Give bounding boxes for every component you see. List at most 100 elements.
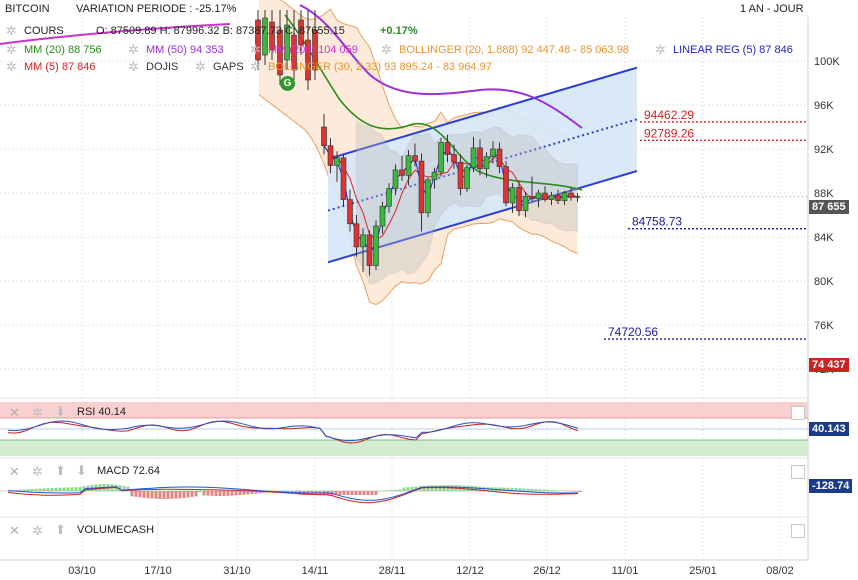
candle-body xyxy=(327,145,334,166)
macd-histogram-bar xyxy=(518,488,522,491)
candle-body xyxy=(366,234,373,266)
mm5-line xyxy=(323,145,578,241)
macd-histogram-bar xyxy=(150,491,154,499)
macd-histogram-bar xyxy=(246,491,250,495)
macd-histogram-bar xyxy=(38,488,42,491)
macd-histogram-bar xyxy=(282,491,286,493)
gear-icon[interactable]: ✲ xyxy=(381,42,392,57)
macd-histogram-bar xyxy=(230,491,234,496)
close-icon[interactable]: ✕ xyxy=(9,523,20,538)
macd-signal-line xyxy=(7,486,579,504)
candle-body xyxy=(340,157,347,200)
gear-icon[interactable]: ✲ xyxy=(655,42,666,57)
macd-histogram-bar xyxy=(154,491,158,499)
indicator-legend-6[interactable]: DOJIS xyxy=(146,61,179,73)
candle-body xyxy=(574,196,581,198)
gear-icon[interactable]: ✲ xyxy=(128,59,139,74)
macd-histogram-bar xyxy=(14,489,18,491)
macd-histogram-bar xyxy=(138,491,142,498)
indicator-legend-4[interactable]: LINEAR REG (5) 87 846 xyxy=(673,44,793,56)
macd-histogram-bar xyxy=(354,491,358,495)
gear-icon[interactable]: ✲ xyxy=(32,464,43,479)
macd-histogram-bar xyxy=(554,490,558,491)
macd-histogram-bar xyxy=(466,485,470,491)
symbol-label: BITCOIN xyxy=(5,3,50,15)
indicator-legend-7[interactable]: GAPS xyxy=(213,61,244,73)
gear-icon[interactable]: ✲ xyxy=(195,59,206,74)
close-icon[interactable]: ✕ xyxy=(9,464,20,479)
indicator-legend-2[interactable]: MM (200) 104 059 xyxy=(268,44,358,56)
rsi-line xyxy=(7,420,579,442)
candle-body xyxy=(312,29,318,71)
candle-body xyxy=(522,196,529,211)
indicator-legend-0[interactable]: MM (20) 88 756 xyxy=(24,44,102,56)
rsi-overbought-zone xyxy=(0,402,808,418)
macd-checkbox[interactable] xyxy=(791,465,805,479)
arrow-down-icon[interactable]: ⬇ xyxy=(55,404,66,419)
close-icon[interactable]: ✕ xyxy=(9,405,20,420)
macd-histogram-bar xyxy=(242,491,246,495)
cours-label[interactable]: COURS xyxy=(24,25,64,37)
macd-histogram-bar xyxy=(502,487,506,491)
x-tick-label: 11/01 xyxy=(612,565,639,577)
signal-marker[interactable]: G xyxy=(280,76,295,91)
gear-icon[interactable]: ✲ xyxy=(32,523,43,538)
gear-icon[interactable]: ✲ xyxy=(250,59,261,74)
candle-body xyxy=(503,166,509,204)
macd-histogram-bar xyxy=(550,490,554,491)
x-tick-label: 26/12 xyxy=(533,565,561,577)
gear-icon[interactable]: ✲ xyxy=(32,405,43,420)
macd-histogram-bar xyxy=(198,491,202,492)
macd-histogram-bar xyxy=(530,488,534,491)
macd-histogram-bar xyxy=(394,489,398,491)
indicator-legend-1[interactable]: MM (50) 94 353 xyxy=(146,44,224,56)
candle-body xyxy=(509,187,516,204)
candle-body xyxy=(535,192,542,199)
macd-histogram-bar xyxy=(30,488,34,491)
macd-histogram-bar xyxy=(202,491,206,496)
macd-histogram-bar xyxy=(342,491,346,495)
macd-histogram-bar xyxy=(366,491,370,495)
macd-histogram-bar xyxy=(18,489,22,491)
macd-histogram-bar xyxy=(58,487,62,491)
indicator-legend-8[interactable]: BOLLINGER (30, 2.33) 93 895.24 - 83 964.… xyxy=(268,61,492,73)
candle-body xyxy=(386,188,392,207)
level-price-tag: 74 437 xyxy=(809,358,849,372)
volume-checkbox[interactable] xyxy=(791,524,805,538)
arrow-down-icon[interactable]: ⬇ xyxy=(76,463,87,478)
candle-body xyxy=(379,205,386,227)
macd-histogram-bar xyxy=(290,491,294,493)
macd-histogram-bar xyxy=(414,486,418,491)
gear-icon[interactable]: ✲ xyxy=(128,42,139,57)
arrow-up-icon[interactable]: ⬆ xyxy=(55,463,66,478)
indicator-legend-3[interactable]: BOLLINGER (20, 1.888) 92 447.48 - 85 063… xyxy=(399,44,629,56)
indicator-legend-5[interactable]: MM (5) 87 846 xyxy=(24,61,96,73)
macd-histogram-bar xyxy=(214,491,218,496)
macd-histogram-bar xyxy=(374,491,378,495)
rsi-oversold-zone xyxy=(0,440,808,456)
candle-body xyxy=(284,24,290,61)
macd-histogram-bar xyxy=(122,485,126,491)
arrow-up-icon[interactable]: ⬆ xyxy=(55,522,66,537)
macd-value-tag: -128.74 xyxy=(809,479,853,493)
macd-histogram-bar xyxy=(162,491,166,499)
mm200-line xyxy=(0,23,231,45)
gear-icon[interactable]: ✲ xyxy=(6,59,17,74)
macd-histogram-bar xyxy=(522,488,526,491)
candle-body xyxy=(425,179,431,214)
rsi-checkbox[interactable] xyxy=(791,406,805,420)
macd-histogram-bar xyxy=(510,487,514,491)
gear-icon[interactable]: ✲ xyxy=(6,23,17,38)
candle-body xyxy=(496,148,503,167)
macd-histogram-bar xyxy=(22,489,26,491)
candle-body xyxy=(568,192,574,198)
macd-histogram-bar xyxy=(114,484,118,491)
y-tick-label: 100K xyxy=(814,56,840,68)
gear-icon[interactable]: ✲ xyxy=(6,42,17,57)
period-button[interactable]: 1 AN - JOUR xyxy=(740,3,804,15)
candle-body xyxy=(529,196,535,199)
macd-histogram-bar xyxy=(402,487,406,491)
gear-icon[interactable]: ✲ xyxy=(250,42,261,57)
macd-histogram-bar xyxy=(514,488,518,491)
macd-histogram-bar xyxy=(194,491,198,497)
